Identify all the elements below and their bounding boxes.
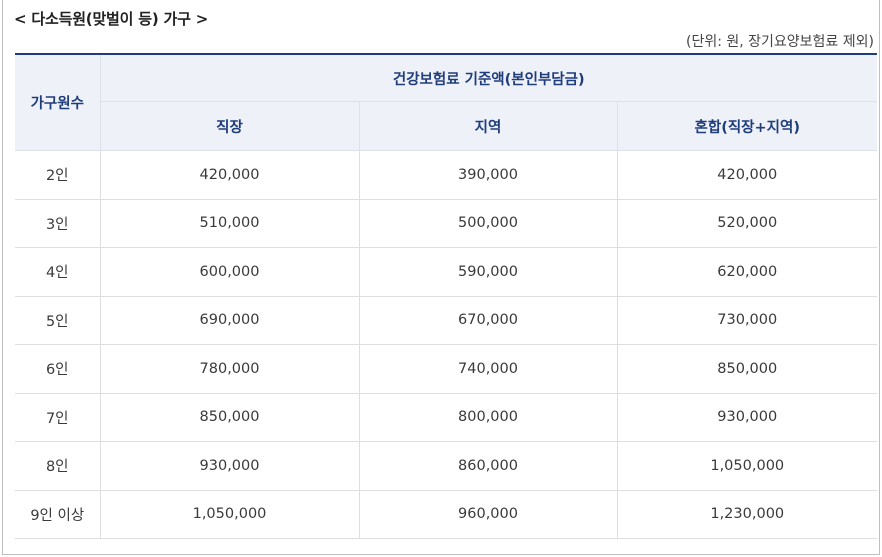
header-fee-group: 건강보험료 기준액(본인부담금) — [99, 53, 877, 102]
regional-cell: 670,000 — [358, 295, 618, 345]
mixed-cell: 1,230,000 — [616, 489, 877, 539]
regional-cell: 860,000 — [358, 441, 618, 491]
header-mixed: 혼합(직장+지역) — [616, 101, 877, 151]
table-row: 6인 780,000 740,000 850,000 — [15, 344, 877, 394]
section-title: < 다소득원(맞벌이 등) 가구 > — [14, 10, 209, 28]
regional-cell: 740,000 — [358, 344, 618, 394]
workplace-cell: 850,000 — [99, 392, 360, 442]
regional-cell: 800,000 — [358, 392, 618, 442]
regional-cell: 500,000 — [358, 198, 618, 248]
table-row: 9인 이상 1,050,000 960,000 1,230,000 — [15, 489, 877, 539]
header-household-size: 가구원수 — [15, 53, 101, 151]
workplace-cell: 780,000 — [99, 344, 360, 394]
mixed-cell: 420,000 — [616, 150, 877, 200]
header-regional: 지역 — [358, 101, 618, 151]
mixed-cell: 850,000 — [616, 344, 877, 394]
regional-cell: 960,000 — [358, 489, 618, 539]
household-size-cell: 7인 — [15, 392, 101, 442]
table-row: 7인 850,000 800,000 930,000 — [15, 392, 877, 442]
header-workplace: 직장 — [100, 101, 360, 151]
table-row: 5인 690,000 670,000 730,000 — [15, 295, 877, 345]
household-size-cell: 8인 — [15, 441, 101, 491]
mixed-cell: 620,000 — [616, 247, 877, 297]
household-size-cell: 4인 — [15, 247, 101, 297]
workplace-cell: 510,000 — [99, 198, 360, 248]
regional-cell: 590,000 — [358, 247, 618, 297]
mixed-cell: 1,050,000 — [616, 441, 877, 491]
mixed-cell: 930,000 — [616, 392, 877, 442]
table-row: 4인 600,000 590,000 620,000 — [15, 247, 877, 297]
workplace-cell: 930,000 — [99, 441, 360, 491]
workplace-cell: 690,000 — [99, 295, 360, 345]
household-size-cell: 3인 — [15, 198, 101, 248]
table-row: 2인 420,000 390,000 420,000 — [15, 150, 877, 200]
household-size-cell: 6인 — [15, 344, 101, 394]
unit-note: (단위: 원, 장기요양보험료 제외) — [685, 34, 874, 50]
workplace-cell: 1,050,000 — [99, 489, 360, 539]
table-row: 3인 510,000 500,000 520,000 — [15, 198, 877, 248]
household-size-cell: 2인 — [15, 150, 101, 200]
regional-cell: 390,000 — [358, 150, 618, 200]
workplace-cell: 420,000 — [99, 150, 360, 200]
mixed-cell: 730,000 — [616, 295, 877, 345]
insurance-fee-table: 가구원수 건강보험료 기준액(본인부담금) 직장 지역 혼합(직장+지역) 2인… — [15, 53, 877, 539]
mixed-cell: 520,000 — [616, 198, 877, 248]
workplace-cell: 600,000 — [99, 247, 360, 297]
table-row: 8인 930,000 860,000 1,050,000 — [15, 441, 877, 491]
household-size-cell: 9인 이상 — [15, 489, 101, 539]
household-size-cell: 5인 — [15, 295, 101, 345]
